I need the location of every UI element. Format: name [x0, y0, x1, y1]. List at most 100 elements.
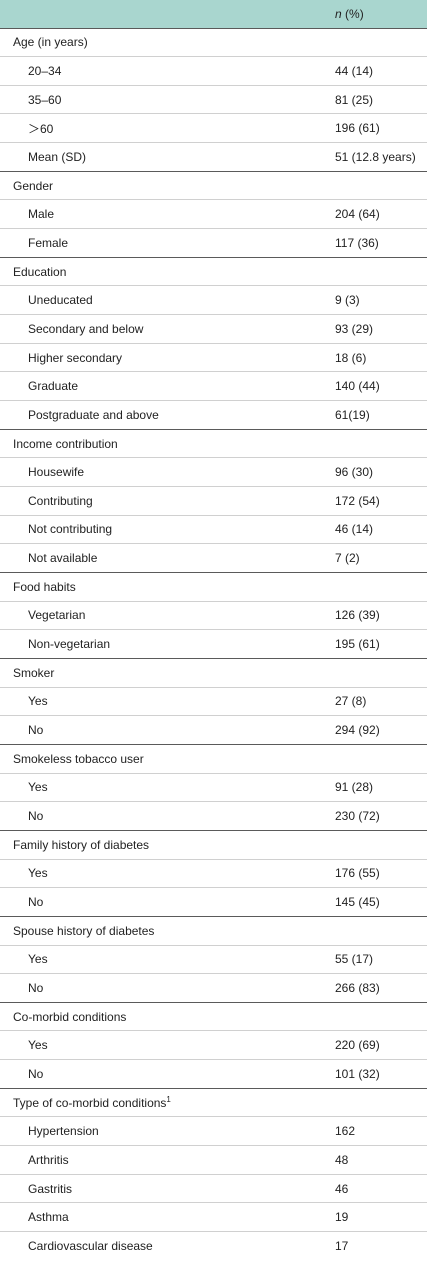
empty-cell — [327, 428, 427, 458]
item-row: Female 117 (36) — [0, 228, 427, 258]
group-label: Spouse history of diabetes — [13, 923, 155, 938]
item-value: 101 (32) — [327, 1059, 427, 1089]
item-label: Hypertension — [0, 1116, 327, 1146]
item-row: No 230 (72) — [0, 801, 427, 831]
group-row: Co-morbid conditions — [0, 1001, 427, 1031]
group-label: Smokeless tobacco user — [13, 751, 144, 766]
item-label: Gastritis — [0, 1173, 327, 1203]
item-label: Yes — [0, 858, 327, 888]
item-label: Yes — [0, 686, 327, 716]
empty-cell — [327, 915, 427, 945]
group-label: Gender — [13, 178, 54, 193]
item-label: No — [0, 973, 327, 1003]
header-cell: n (%) — [327, 0, 427, 28]
item-row: Vegetarian 126 (39) — [0, 600, 427, 630]
group-label-cell: Type of co-morbid conditions1 — [0, 1087, 327, 1117]
item-label: Graduate — [0, 371, 327, 401]
header-pct: (%) — [345, 6, 364, 21]
group-label-cell: Smokeless tobacco user — [0, 743, 327, 774]
item-row: Non-vegetarian 195 (61) — [0, 629, 427, 659]
item-value: 44 (14) — [327, 56, 427, 86]
item-label: Contributing — [0, 486, 327, 516]
item-label: Uneducated — [0, 285, 327, 315]
item-row: Gastritis 46 — [0, 1173, 427, 1203]
item-row: Yes 176 (55) — [0, 858, 427, 888]
group-row: Smokeless tobacco user — [0, 743, 427, 774]
item-label: No — [0, 801, 327, 831]
group-row: Education — [0, 256, 427, 286]
item-value: 176 (55) — [327, 858, 427, 888]
item-row: Graduate 140 (44) — [0, 371, 427, 401]
item-row: Yes 27 (8) — [0, 686, 427, 716]
item-row: Hypertension 162 — [0, 1116, 427, 1146]
item-value: 46 (14) — [327, 514, 427, 544]
item-label: Secondary and below — [0, 314, 327, 344]
item-label: Cardiovascular disease — [0, 1231, 327, 1261]
empty-cell — [327, 27, 427, 57]
group-row: Family history of diabetes — [0, 829, 427, 860]
item-label: Mean (SD) — [0, 142, 327, 172]
group-label-cell: Education — [0, 256, 327, 286]
item-row: No 266 (83) — [0, 973, 427, 1003]
item-row: ＞60 196 (61) — [0, 113, 427, 143]
item-value: 9 (3) — [327, 285, 427, 315]
item-value: 96 (30) — [327, 457, 427, 487]
item-row: Mean (SD) 51 (12.8 years) — [0, 142, 427, 172]
item-label: Asthma — [0, 1202, 327, 1232]
item-row: No 294 (92) — [0, 715, 427, 745]
item-value: 204 (64) — [327, 199, 427, 229]
item-row: Yes 91 (28) — [0, 772, 427, 802]
item-label: Postgraduate and above — [0, 400, 327, 430]
item-value: 7 (2) — [327, 543, 427, 573]
item-row: Yes 220 (69) — [0, 1030, 427, 1060]
group-label-cell: Age (in years) — [0, 27, 327, 57]
empty-cell — [327, 170, 427, 200]
item-row: 35–60 81 (25) — [0, 84, 427, 114]
group-label-cell: Smoker — [0, 657, 327, 688]
item-label: Arthritis — [0, 1145, 327, 1175]
group-row: Age (in years) — [0, 27, 427, 57]
group-label: Smoker — [13, 665, 55, 680]
item-value: 48 — [327, 1145, 427, 1175]
item-value: 61(19) — [327, 400, 427, 430]
item-label: Higher secondary — [0, 342, 327, 372]
item-label: Yes — [0, 944, 327, 974]
item-row: Contributing 172 (54) — [0, 486, 427, 516]
item-label: No — [0, 1059, 327, 1089]
table-body: Age (in years) 20–34 44 (14) 35–60 81 (25) ＞6… — [0, 27, 427, 1261]
item-value: 196 (61) — [327, 113, 427, 143]
empty-cell — [327, 657, 427, 688]
item-row: Not available 7 (2) — [0, 543, 427, 573]
group-label: Income contribution — [13, 436, 118, 451]
item-value: 126 (39) — [327, 600, 427, 630]
empty-cell — [327, 829, 427, 860]
group-label-cell: Family history of diabetes — [0, 829, 327, 860]
item-row: Secondary and below 93 (29) — [0, 314, 427, 344]
item-value: 140 (44) — [327, 371, 427, 401]
item-row: 20–34 44 (14) — [0, 56, 427, 86]
group-label: Food habits — [13, 579, 76, 594]
item-label: Yes — [0, 1030, 327, 1060]
header-row: n (%) — [0, 0, 427, 28]
group-label-cell: Income contribution — [0, 428, 327, 458]
item-label: No — [0, 715, 327, 745]
group-label-cell: Food habits — [0, 571, 327, 602]
group-row: Type of co-morbid conditions1 — [0, 1087, 427, 1117]
empty-cell — [327, 1087, 427, 1117]
item-value: 195 (61) — [327, 629, 427, 659]
item-row: Yes 55 (17) — [0, 944, 427, 974]
item-row: Not contributing 46 (14) — [0, 514, 427, 544]
group-label-cell: Spouse history of diabetes — [0, 915, 327, 945]
item-value: 220 (69) — [327, 1030, 427, 1060]
item-row: Arthritis 48 — [0, 1145, 427, 1175]
item-value: 55 (17) — [327, 944, 427, 974]
item-row: No 145 (45) — [0, 887, 427, 917]
item-value: 17 — [327, 1231, 427, 1261]
item-value: 266 (83) — [327, 973, 427, 1003]
header-cell — [0, 0, 327, 28]
item-row: Uneducated 9 (3) — [0, 285, 427, 315]
group-label-cell: Co-morbid conditions — [0, 1001, 327, 1031]
group-label: Type of co-morbid conditions — [13, 1096, 167, 1111]
